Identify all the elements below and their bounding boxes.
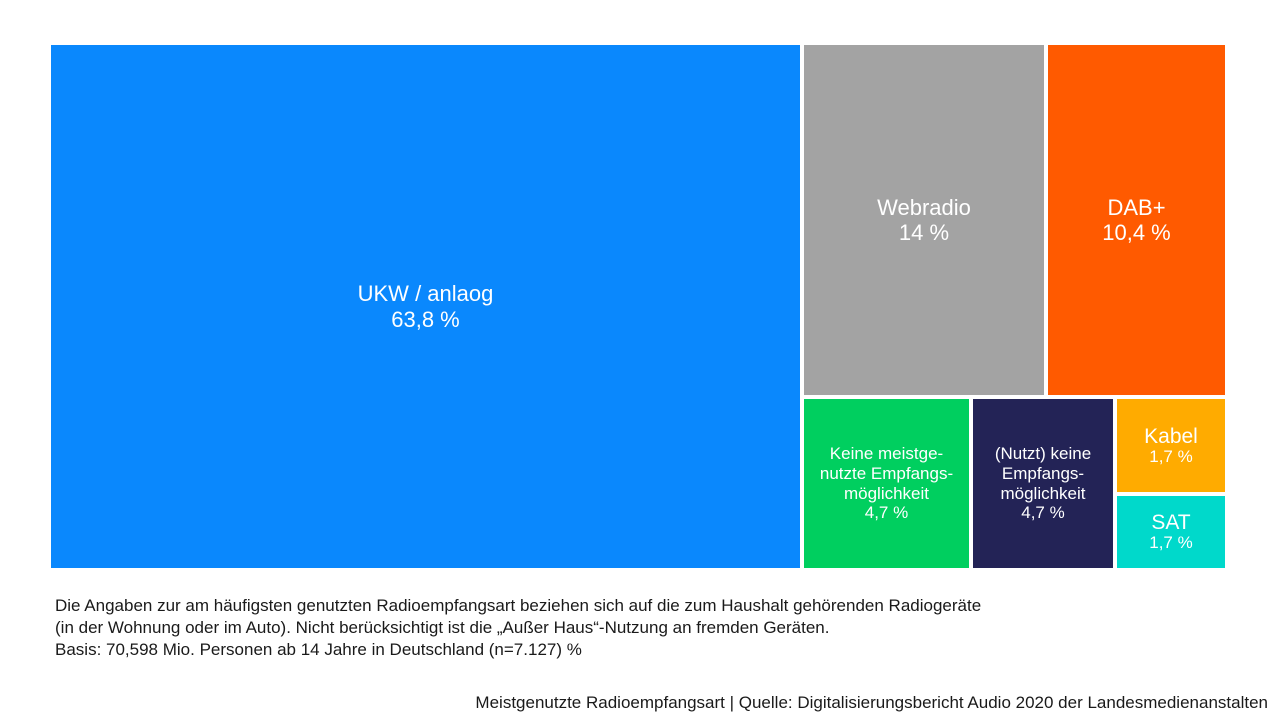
tile-nutzt-keine: (Nutzt) keine Empfangs- möglichkeit 4,7 …: [973, 399, 1113, 568]
tile-label: Keine meistge- nutzte Empfangs- möglichk…: [819, 444, 954, 503]
tile-sat: SAT 1,7 %: [1117, 496, 1225, 568]
tile-ukw: UKW / anlaog 63,8 %: [51, 45, 800, 568]
tile-value: 1,7 %: [1149, 446, 1193, 466]
tile-dab: DAB+ 10,4 %: [1048, 45, 1225, 395]
tile-value: 4,7 %: [864, 503, 909, 523]
tile-label: SAT: [1151, 511, 1191, 535]
tile-value: 14 %: [898, 220, 950, 245]
tile-kabel: Kabel 1,7 %: [1117, 399, 1225, 492]
footnote: Die Angaben zur am häufigsten genutzten …: [55, 595, 1205, 661]
tile-webradio: Webradio 14 %: [804, 45, 1044, 395]
footnote-line: Basis: 70,598 Mio. Personen ab 14 Jahre …: [55, 640, 582, 659]
footnote-line: (in der Wohnung oder im Auto). Nicht ber…: [55, 618, 830, 637]
tile-label: (Nutzt) keine Empfangs- möglichkeit: [994, 444, 1092, 503]
tile-value: 4,7 %: [1021, 503, 1065, 523]
tile-label: Kabel: [1144, 424, 1198, 448]
source-caption: Meistgenutzte Radioempfangsart | Quelle:…: [475, 693, 1268, 712]
tile-keine-empfangsmoeglichkeit: Keine meistge- nutzte Empfangs- möglichk…: [804, 399, 969, 568]
tile-value: 1,7 %: [1149, 533, 1193, 553]
footnote-line: Die Angaben zur am häufigsten genutzten …: [55, 596, 982, 615]
tile-value: 10,4 %: [1102, 220, 1171, 245]
tile-label: Webradio: [877, 194, 971, 220]
tile-value: 63,8 %: [391, 306, 460, 332]
tile-label: DAB+: [1107, 194, 1166, 220]
tile-label: UKW / anlaog: [357, 281, 494, 307]
